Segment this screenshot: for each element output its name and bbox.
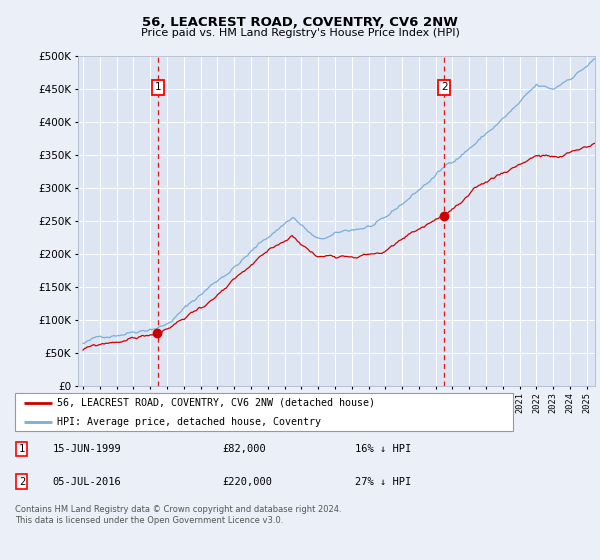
Text: 2: 2 [441, 82, 448, 92]
Text: 2: 2 [19, 477, 25, 487]
Text: 1: 1 [19, 444, 25, 454]
Text: Price paid vs. HM Land Registry's House Price Index (HPI): Price paid vs. HM Land Registry's House … [140, 28, 460, 38]
Text: 05-JUL-2016: 05-JUL-2016 [52, 477, 121, 487]
FancyBboxPatch shape [15, 393, 513, 431]
Text: 56, LEACREST ROAD, COVENTRY, CV6 2NW (detached house): 56, LEACREST ROAD, COVENTRY, CV6 2NW (de… [58, 398, 376, 408]
Text: Contains HM Land Registry data © Crown copyright and database right 2024.
This d: Contains HM Land Registry data © Crown c… [15, 505, 341, 525]
Text: 27% ↓ HPI: 27% ↓ HPI [355, 477, 411, 487]
Text: £220,000: £220,000 [223, 477, 272, 487]
Text: 16% ↓ HPI: 16% ↓ HPI [355, 444, 411, 454]
Text: HPI: Average price, detached house, Coventry: HPI: Average price, detached house, Cove… [58, 417, 322, 427]
Text: £82,000: £82,000 [223, 444, 266, 454]
Text: 15-JUN-1999: 15-JUN-1999 [52, 444, 121, 454]
Text: 1: 1 [155, 82, 161, 92]
Text: 56, LEACREST ROAD, COVENTRY, CV6 2NW: 56, LEACREST ROAD, COVENTRY, CV6 2NW [142, 16, 458, 29]
